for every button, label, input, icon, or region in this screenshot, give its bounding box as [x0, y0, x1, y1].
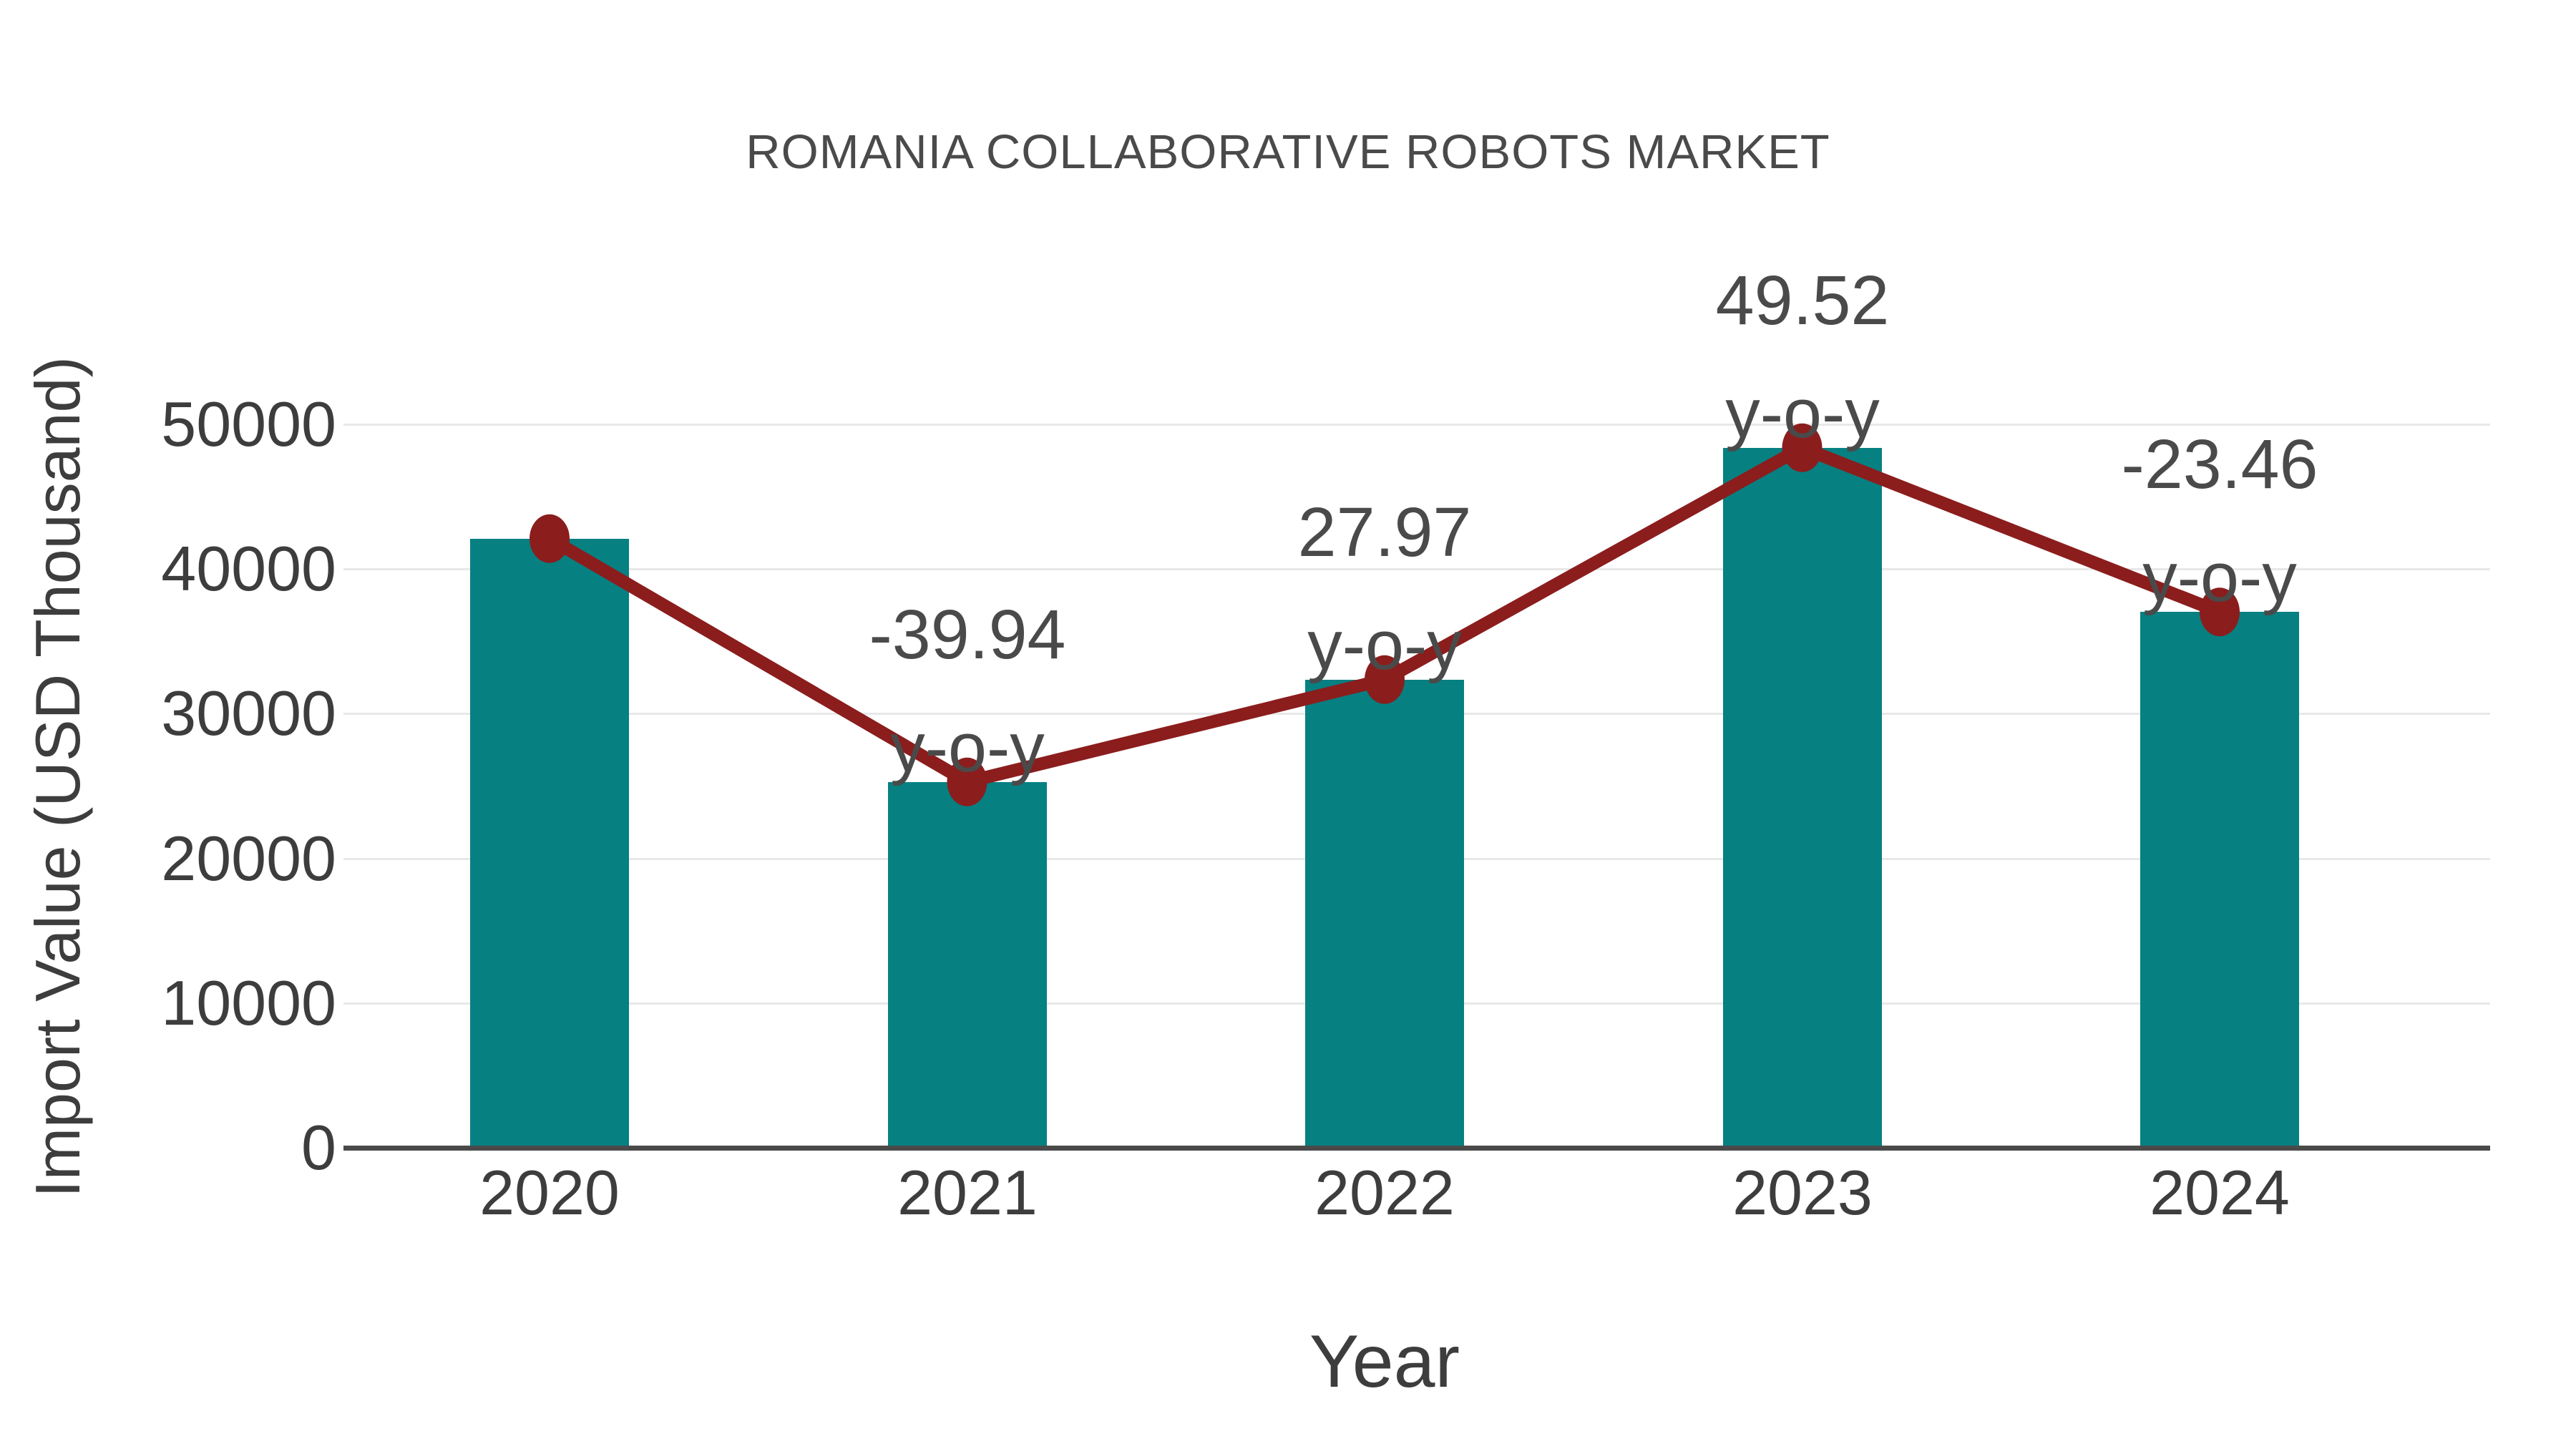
yoy-suffix-2024: y-o-y	[2142, 538, 2297, 616]
bar-2020	[470, 539, 629, 1148]
y-gridline	[343, 424, 2490, 426]
yoy-marker-2023	[1782, 423, 1823, 472]
yoy-annotation-2022: 27.97 y-o-y	[1134, 476, 1635, 702]
x-tick-label-2023: 2023	[1732, 1157, 1873, 1228]
bar-2023	[1723, 448, 1882, 1148]
y-tick-label: 40000	[161, 533, 336, 604]
y-tick-label: 30000	[161, 678, 336, 748]
bar-2021	[888, 782, 1047, 1148]
yoy-marker-2024	[2200, 587, 2240, 637]
x-axis-title: Year	[1309, 1320, 1460, 1403]
yoy-annotation-2021: -39.94 y-o-y	[717, 578, 1218, 804]
x-tick-label-2024: 2024	[2150, 1157, 2290, 1228]
x-tick-label-2022: 2022	[1314, 1157, 1455, 1228]
yoy-suffix-2023: y-o-y	[1725, 374, 1880, 452]
x-tick-label-2020: 2020	[479, 1157, 620, 1228]
yoy-value-2022: 27.97	[1297, 493, 1472, 571]
yoy-value-2024: -23.46	[2121, 425, 2318, 503]
yoy-annotation-2024: -23.46 y-o-y	[1969, 408, 2470, 634]
y-gridline	[343, 568, 2490, 570]
yoy-value-2021: -39.94	[869, 595, 1066, 673]
bar-2024	[2140, 612, 2299, 1148]
y-tick-label: 50000	[161, 389, 336, 459]
chart-title: ROMANIA COLLABORATIVE ROBOTS MARKET	[746, 125, 1830, 179]
y-tick-label: 20000	[161, 823, 336, 894]
yoy-suffix-2021: y-o-y	[890, 708, 1045, 786]
yoy-marker-2020	[530, 514, 570, 563]
yoy-suffix-2022: y-o-y	[1307, 606, 1462, 684]
x-axis-line	[343, 1146, 2490, 1151]
yoy-value-2023: 49.52	[1715, 261, 1890, 339]
bar-2022	[1305, 680, 1464, 1148]
yoy-marker-2021	[947, 757, 987, 806]
x-tick-label-2021: 2021	[897, 1157, 1038, 1228]
y-tick-label: 0	[301, 1112, 336, 1183]
y-tick-label: 10000	[161, 967, 336, 1038]
yoy-marker-2022	[1365, 655, 1405, 704]
yoy-annotation-2023: 49.52 y-o-y	[1552, 244, 2053, 470]
